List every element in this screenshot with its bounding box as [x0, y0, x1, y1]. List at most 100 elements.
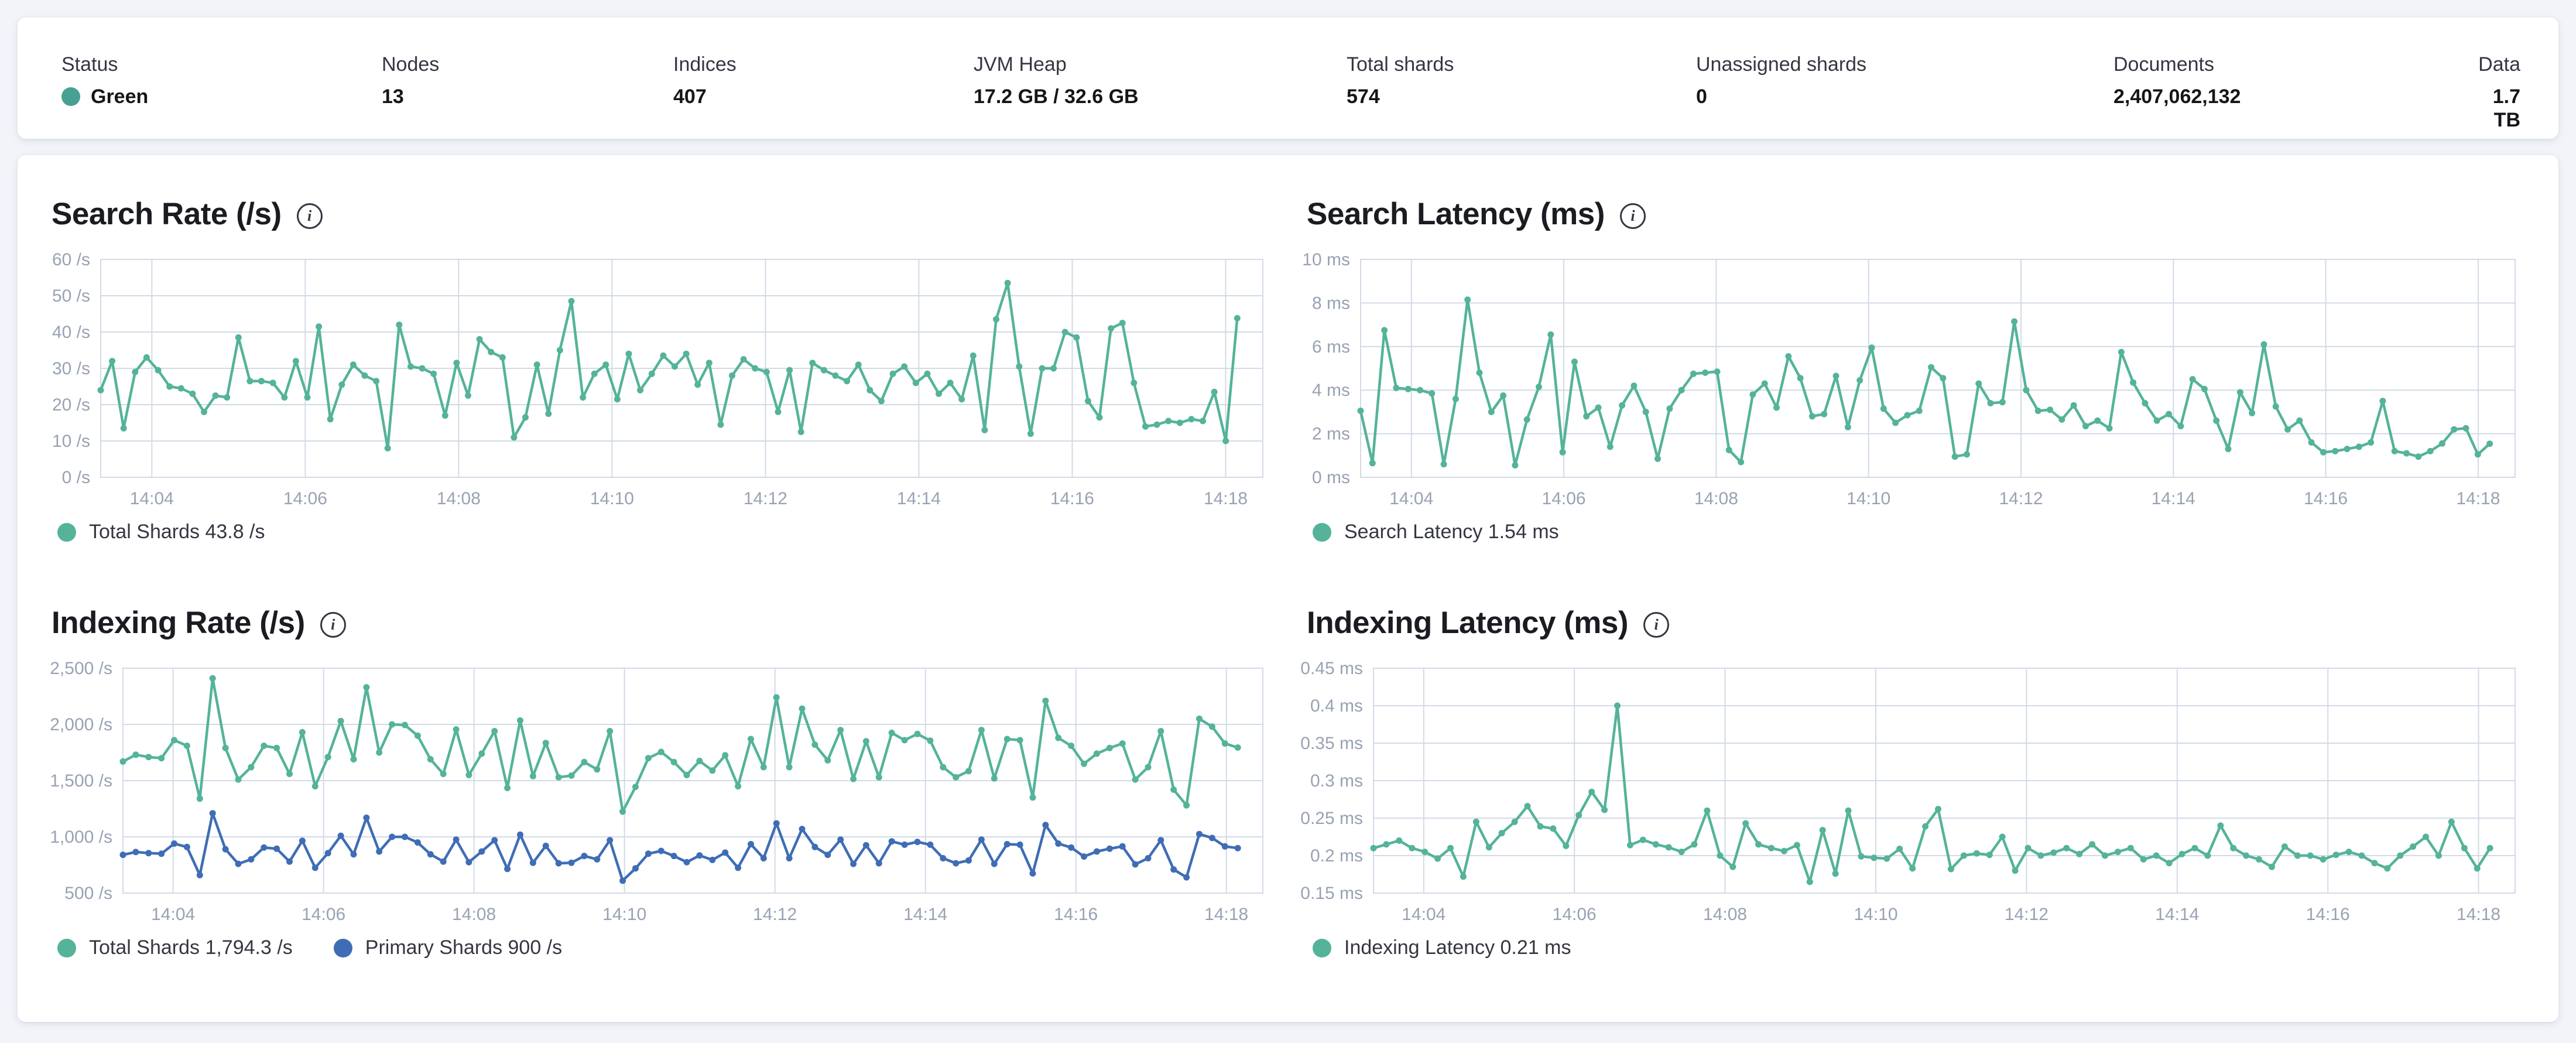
metric-documents: Documents 2,407,062,132 — [2113, 53, 2462, 108]
metric-label: Status — [61, 53, 118, 76]
legend-label: Total Shards 1,794.3 /s — [89, 936, 293, 959]
series-points — [119, 810, 1241, 884]
metric-label: Total shards — [1347, 53, 1454, 76]
metric-label: JVM Heap — [974, 53, 1067, 76]
grid: 2,500 /s 2,000 /s 1,500 /s 1,000 /s 500 /s 14… — [50, 659, 1263, 924]
y-tick-label: 0.25 ms — [1300, 809, 1363, 828]
x-tick-label: 14:10 — [602, 905, 646, 924]
y-tick-label: 0.4 ms — [1310, 696, 1363, 716]
metric-unassigned-shards: Unassigned shards 0 — [1696, 53, 2113, 108]
x-tick-label: 14:18 — [2457, 905, 2500, 924]
cluster-status-bar: Status Green Nodes 13 Indices 407 JVM He… — [18, 18, 2558, 139]
metric-value: Green — [61, 85, 382, 108]
legend-dot-icon — [57, 938, 76, 957]
legend-item[interactable]: Indexing Latency 0.21 ms — [1313, 936, 1571, 959]
chart-header: Indexing Latency (ms) i — [1307, 605, 2524, 641]
y-tick-label: 30 /s — [52, 359, 90, 378]
metric-status: Status Green — [61, 53, 382, 108]
x-tick-label: 14:18 — [1204, 489, 1248, 508]
chart-indexing-rate: Indexing Rate (/s) i 2,500 /s 2,000 /s 1,5… — [50, 605, 1263, 959]
search-latency-legend: Search Latency 1.54 ms — [1307, 521, 2524, 543]
x-tick-label: 14:06 — [1553, 905, 1597, 924]
y-tick-label: 0.2 ms — [1310, 846, 1363, 866]
chart-indexing-latency: Indexing Latency (ms) i 0.45 ms 0.4 ms 0.3… — [1300, 605, 2524, 959]
legend-item[interactable]: Total Shards 43.8 /s — [57, 521, 265, 543]
y-tick-label: 0 ms — [1312, 468, 1350, 487]
x-tick-label: 14:12 — [1999, 489, 2043, 508]
y-tick-label: 10 /s — [52, 432, 90, 451]
x-tick-label: 14:04 — [130, 489, 174, 508]
chart-search-rate: Search Rate (/s) i 60 /s 50 /s 40 /s 30 /s 2… — [52, 196, 1263, 543]
series-line — [121, 812, 1239, 883]
grid: 10 ms 8 ms 6 ms 4 ms 2 ms 0 ms 14:04 14:06 14:08… — [1302, 250, 2516, 508]
x-tick-label: 14:06 — [283, 489, 327, 508]
x-tick-label: 14:14 — [897, 489, 941, 508]
indexing-rate-plot[interactable]: 2,500 /s 2,000 /s 1,500 /s 1,000 /s 500 /s 14… — [50, 659, 1277, 927]
x-tick-label: 14:12 — [744, 489, 787, 508]
legend-dot-icon — [57, 522, 76, 542]
x-tick-label: 14:16 — [1054, 905, 1098, 924]
metric-value: 13 — [382, 86, 404, 108]
x-tick-label: 14:10 — [1847, 489, 1890, 508]
x-tick-label: 14:14 — [2152, 489, 2195, 508]
legend-item[interactable]: Primary Shards 900 /s — [333, 936, 563, 959]
y-tick-label: 4 ms — [1312, 381, 1350, 400]
info-icon[interactable]: i — [296, 203, 323, 229]
info-icon[interactable]: i — [1619, 203, 1646, 229]
metric-label: Documents — [2113, 53, 2214, 76]
metric-label: Nodes — [382, 53, 440, 76]
y-tick-label: 1,500 /s — [50, 771, 112, 791]
legend-label: Indexing Latency 0.21 ms — [1344, 936, 1571, 959]
chart-search-latency: Search Latency (ms) i 10 ms 8 ms 6 ms 4 ms 2… — [1302, 196, 2524, 543]
status-value: Green — [91, 86, 149, 108]
x-tick-label: 14:10 — [1854, 905, 1897, 924]
chart-title: Search Rate (/s) — [52, 197, 282, 231]
search-rate-plot[interactable]: 60 /s 50 /s 40 /s 30 /s 20 /s 10 /s 0 /s 14:04 1… — [52, 250, 1277, 511]
y-tick-label: 0 /s — [62, 468, 90, 487]
indexing-latency-plot[interactable]: 0.45 ms 0.4 ms 0.35 ms 0.3 ms 0.25 ms 0.2 ms 0… — [1300, 659, 2529, 927]
metric-nodes: Nodes 13 — [382, 53, 673, 108]
y-tick-label: 2,500 /s — [50, 659, 112, 678]
y-tick-label: 0.15 ms — [1300, 884, 1363, 903]
y-tick-label: 50 /s — [52, 286, 90, 306]
series-points — [1370, 702, 2493, 885]
metric-label: Unassigned shards — [1696, 53, 1867, 76]
x-tick-label: 14:08 — [1703, 905, 1747, 924]
metric-indices: Indices 407 — [673, 53, 974, 108]
indexing-latency-legend: Indexing Latency 0.21 ms — [1307, 936, 2524, 959]
legend-item[interactable]: Search Latency 1.54 ms — [1313, 521, 1559, 543]
legend-label: Total Shards 43.8 /s — [89, 521, 265, 543]
x-tick-label: 14:18 — [2456, 489, 2500, 508]
chart-title: Search Latency (ms) — [1307, 197, 1605, 231]
info-icon[interactable]: i — [320, 612, 346, 638]
x-tick-label: 14:14 — [903, 905, 947, 924]
metric-value: 2,407,062,132 — [2113, 86, 2241, 108]
x-tick-label: 14:12 — [2005, 905, 2049, 924]
legend-dot-icon — [333, 938, 352, 957]
search-latency-plot[interactable]: 10 ms 8 ms 6 ms 4 ms 2 ms 0 ms 14:04 14:06 14:08… — [1302, 250, 2529, 511]
series-points — [1357, 296, 2493, 469]
x-tick-label: 14:04 — [151, 905, 195, 924]
metric-value: 1.7 TB — [2492, 86, 2520, 131]
y-tick-label: 0.45 ms — [1300, 659, 1363, 678]
x-tick-label: 14:08 — [1694, 489, 1738, 508]
legend-item[interactable]: Total Shards 1,794.3 /s — [57, 936, 293, 959]
grid: 60 /s 50 /s 40 /s 30 /s 20 /s 10 /s 0 /s 14:04 1… — [52, 250, 1263, 508]
search-rate-legend: Total Shards 43.8 /s — [52, 521, 1263, 543]
indexing-rate-legend: Total Shards 1,794.3 /s Primary Shards 90… — [52, 936, 1263, 959]
y-tick-label: 20 /s — [52, 395, 90, 415]
legend-label: Primary Shards 900 /s — [365, 936, 563, 959]
y-tick-label: 0.35 ms — [1300, 734, 1363, 753]
x-tick-label: 14:04 — [1389, 489, 1433, 508]
y-tick-label: 2,000 /s — [50, 715, 112, 734]
grid: 0.45 ms 0.4 ms 0.35 ms 0.3 ms 0.25 ms 0.2 ms 0… — [1300, 659, 2516, 924]
series-line — [1359, 298, 2491, 467]
y-tick-label: 6 ms — [1312, 337, 1350, 357]
info-icon[interactable]: i — [1643, 612, 1670, 638]
series-points — [119, 675, 1241, 815]
y-tick-label: 1,000 /s — [50, 827, 112, 847]
x-tick-label: 14:14 — [2155, 905, 2199, 924]
x-tick-label: 14:18 — [1204, 905, 1248, 924]
chart-title: Indexing Rate (/s) — [52, 606, 305, 640]
legend-dot-icon — [1313, 938, 1331, 957]
